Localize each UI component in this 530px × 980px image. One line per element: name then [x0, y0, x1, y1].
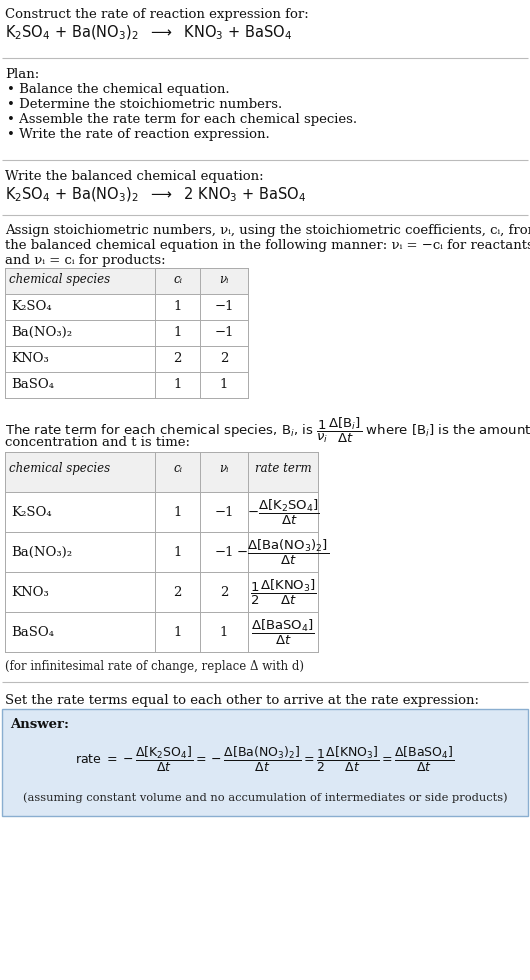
Text: −1: −1	[214, 546, 234, 559]
Text: rate $= -\dfrac{\Delta[\mathrm{K_2SO_4}]}{\Delta t} = -\dfrac{\Delta[\mathrm{Ba(: rate $= -\dfrac{\Delta[\mathrm{K_2SO_4}]…	[75, 745, 455, 774]
Text: BaSO₄: BaSO₄	[11, 625, 54, 639]
Text: K$_2$SO$_4$ + Ba(NO$_3$)$_2$  $\longrightarrow$  KNO$_3$ + BaSO$_4$: K$_2$SO$_4$ + Ba(NO$_3$)$_2$ $\longright…	[5, 24, 292, 42]
Text: 1: 1	[220, 625, 228, 639]
Text: 1: 1	[173, 546, 182, 559]
Text: (assuming constant volume and no accumulation of intermediates or side products): (assuming constant volume and no accumul…	[23, 792, 507, 803]
Text: K₂SO₄: K₂SO₄	[11, 506, 51, 518]
Text: $-\dfrac{\Delta[\mathrm{K_2SO_4}]}{\Delta t}$: $-\dfrac{\Delta[\mathrm{K_2SO_4}]}{\Delt…	[246, 498, 320, 526]
FancyBboxPatch shape	[2, 709, 528, 816]
Text: Write the balanced chemical equation:: Write the balanced chemical equation:	[5, 170, 263, 183]
Text: KNO₃: KNO₃	[11, 352, 49, 365]
Text: • Determine the stoichiometric numbers.: • Determine the stoichiometric numbers.	[7, 98, 282, 111]
Text: 1: 1	[173, 506, 182, 518]
Text: 2: 2	[220, 352, 228, 365]
Text: −1: −1	[214, 506, 234, 518]
Text: The rate term for each chemical species, B$_i$, is $\dfrac{1}{\nu_i}\dfrac{\Delt: The rate term for each chemical species,…	[5, 416, 530, 445]
Text: 1: 1	[173, 625, 182, 639]
Text: cᵢ: cᵢ	[173, 462, 182, 475]
Text: the balanced chemical equation in the following manner: νᵢ = −cᵢ for reactants: the balanced chemical equation in the fo…	[5, 239, 530, 252]
Text: −1: −1	[214, 326, 234, 339]
Text: Plan:: Plan:	[5, 68, 39, 81]
Text: BaSO₄: BaSO₄	[11, 378, 54, 391]
Text: νᵢ: νᵢ	[219, 462, 229, 475]
Text: chemical species: chemical species	[9, 462, 110, 475]
Text: $\dfrac{\Delta[\mathrm{BaSO_4}]}{\Delta t}$: $\dfrac{\Delta[\mathrm{BaSO_4}]}{\Delta …	[251, 617, 315, 647]
Text: Answer:: Answer:	[10, 718, 69, 731]
Text: K$_2$SO$_4$ + Ba(NO$_3$)$_2$  $\longrightarrow$  2 KNO$_3$ + BaSO$_4$: K$_2$SO$_4$ + Ba(NO$_3$)$_2$ $\longright…	[5, 186, 306, 205]
Text: cᵢ: cᵢ	[173, 273, 182, 286]
Text: $\dfrac{1}{2}\dfrac{\Delta[\mathrm{KNO_3}]}{\Delta t}$: $\dfrac{1}{2}\dfrac{\Delta[\mathrm{KNO_3…	[250, 577, 316, 607]
Text: νᵢ: νᵢ	[219, 273, 229, 286]
Text: 2: 2	[220, 585, 228, 599]
Text: (for infinitesimal rate of change, replace Δ with d): (for infinitesimal rate of change, repla…	[5, 660, 304, 673]
Text: Ba(NO₃)₂: Ba(NO₃)₂	[11, 546, 72, 559]
Text: KNO₃: KNO₃	[11, 585, 49, 599]
Text: $-\dfrac{\Delta[\mathrm{Ba(NO_3)_2}]}{\Delta t}$: $-\dfrac{\Delta[\mathrm{Ba(NO_3)_2}]}{\D…	[236, 537, 330, 566]
Bar	[5, 268, 248, 294]
Text: −1: −1	[214, 300, 234, 313]
Text: • Assemble the rate term for each chemical species.: • Assemble the rate term for each chemic…	[7, 113, 357, 126]
Text: • Write the rate of reaction expression.: • Write the rate of reaction expression.	[7, 128, 270, 141]
Text: Set the rate terms equal to each other to arrive at the rate expression:: Set the rate terms equal to each other t…	[5, 694, 479, 707]
Text: 2: 2	[173, 585, 182, 599]
Text: • Balance the chemical equation.: • Balance the chemical equation.	[7, 83, 229, 96]
Text: 1: 1	[173, 326, 182, 339]
Text: Ba(NO₃)₂: Ba(NO₃)₂	[11, 326, 72, 339]
Text: rate term: rate term	[255, 462, 311, 475]
Text: 1: 1	[173, 378, 182, 391]
Bar	[5, 452, 318, 492]
Text: concentration and t is time:: concentration and t is time:	[5, 436, 190, 449]
Text: Assign stoichiometric numbers, νᵢ, using the stoichiometric coefficients, cᵢ, fr: Assign stoichiometric numbers, νᵢ, using…	[5, 224, 530, 237]
Text: 1: 1	[220, 378, 228, 391]
Text: 1: 1	[173, 300, 182, 313]
Text: chemical species: chemical species	[9, 273, 110, 286]
Text: Construct the rate of reaction expression for:: Construct the rate of reaction expressio…	[5, 8, 309, 21]
Text: and νᵢ = cᵢ for products:: and νᵢ = cᵢ for products:	[5, 254, 165, 267]
Text: K₂SO₄: K₂SO₄	[11, 300, 51, 313]
Text: 2: 2	[173, 352, 182, 365]
